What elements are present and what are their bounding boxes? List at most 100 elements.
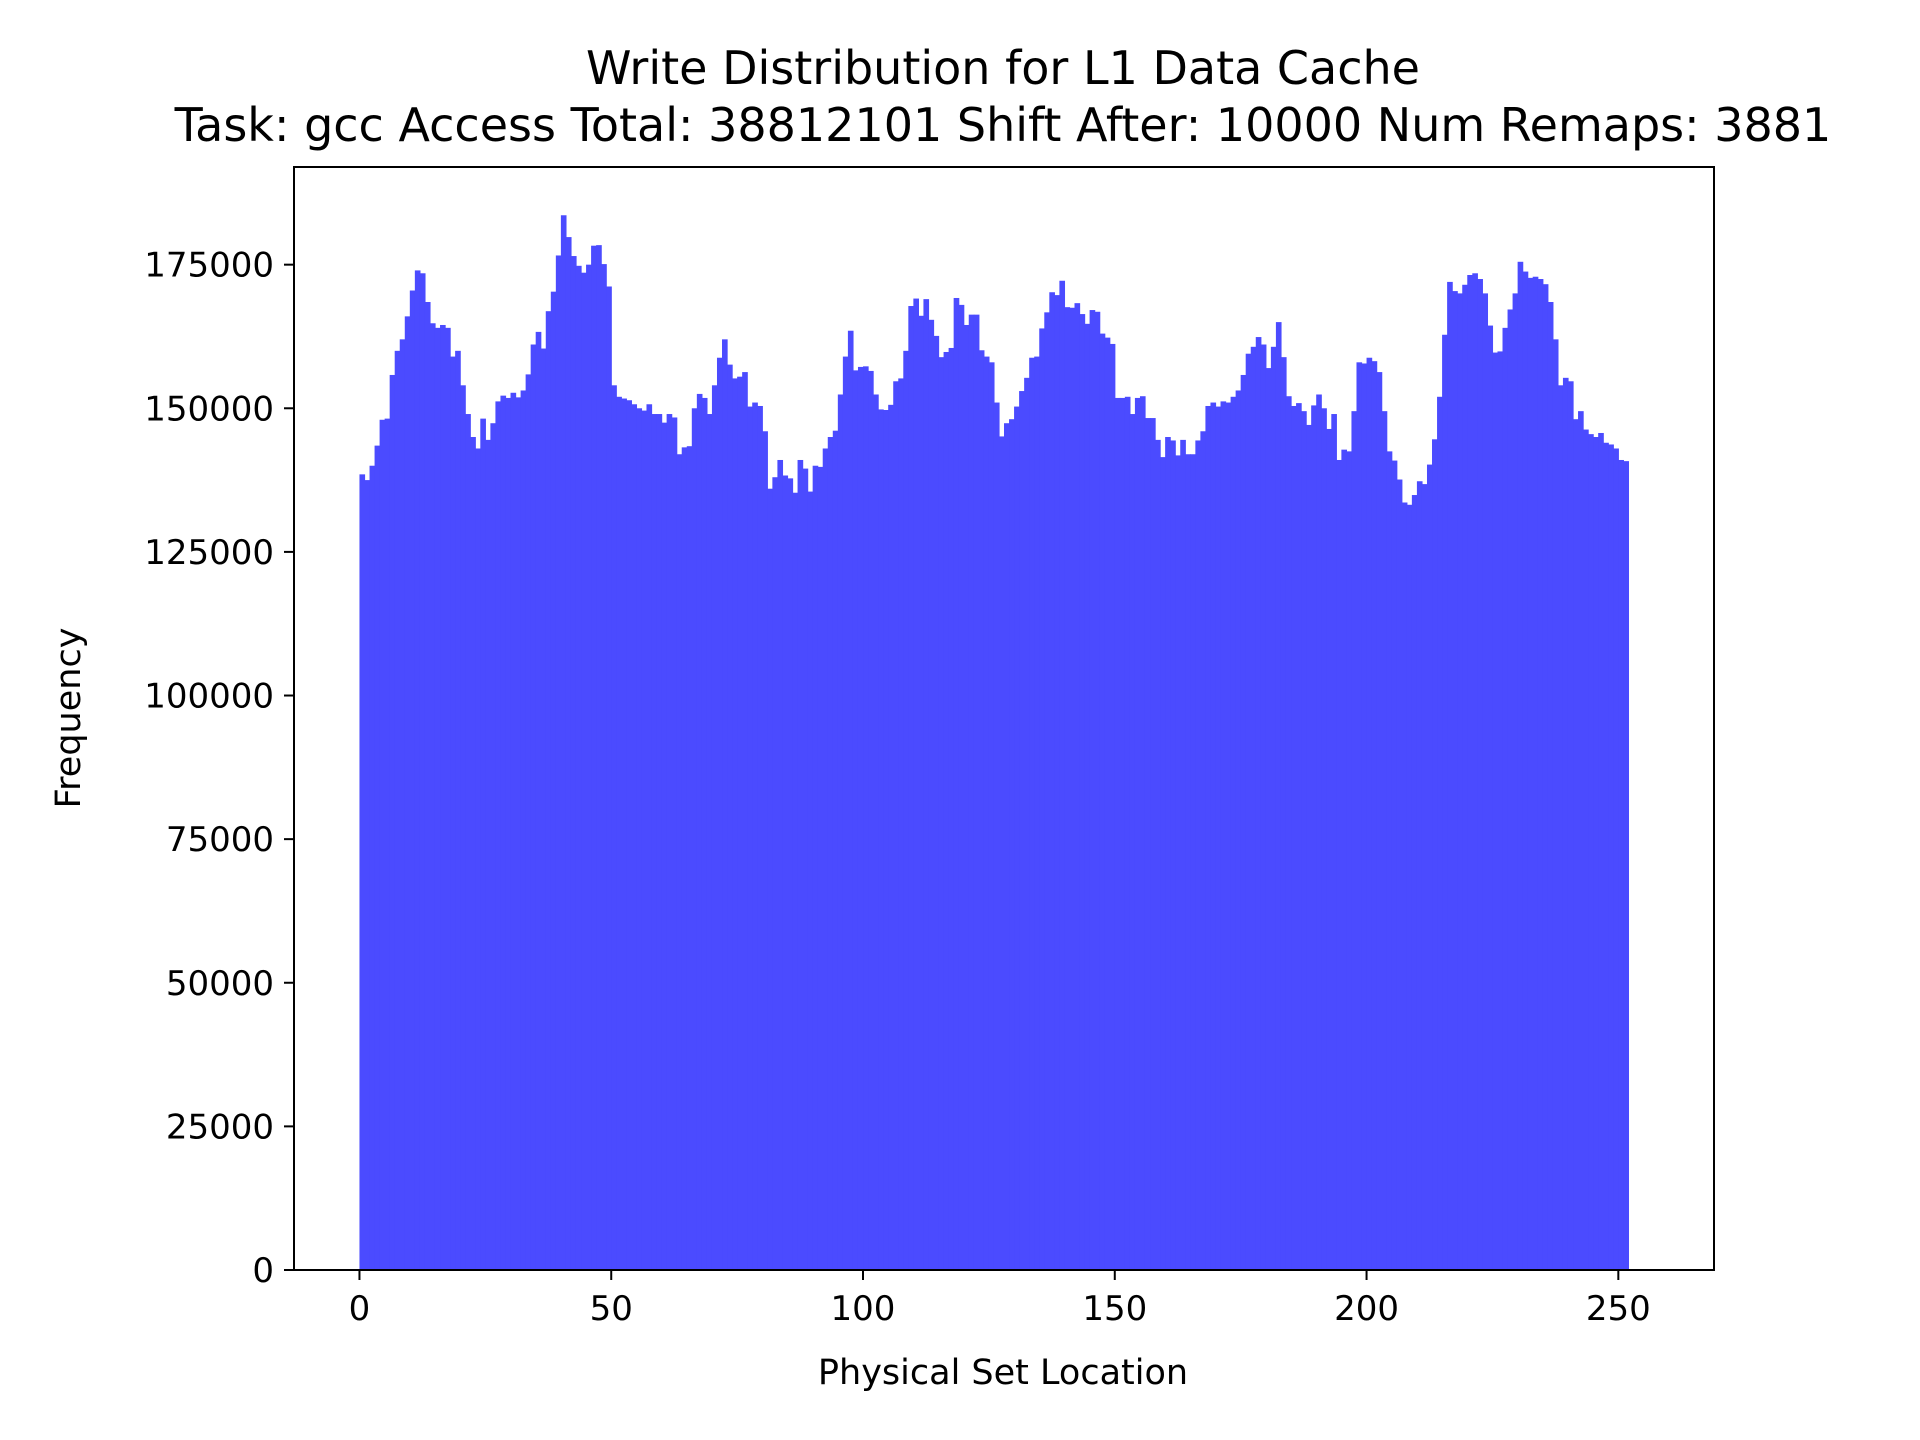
histogram-bar — [1165, 437, 1171, 1270]
histogram-bar — [752, 402, 758, 1270]
histogram-bar — [450, 356, 456, 1271]
x-tick-label: 250 — [1586, 1289, 1651, 1329]
histogram-bar — [1502, 327, 1509, 1271]
histogram-bar — [470, 437, 476, 1270]
histogram-bar — [1064, 307, 1071, 1270]
histogram-bar — [727, 364, 733, 1270]
histogram-bar — [722, 339, 728, 1271]
histogram-bar — [465, 414, 471, 1270]
histogram-bar — [359, 474, 366, 1271]
histogram-bar — [434, 327, 441, 1271]
histogram-bar — [641, 410, 648, 1271]
histogram-bar — [1014, 406, 1020, 1270]
histogram-bar — [1034, 356, 1040, 1271]
histogram-bar — [898, 378, 904, 1270]
histogram-bar — [1567, 381, 1574, 1270]
histogram-bar — [1507, 309, 1514, 1271]
histogram-bar — [1230, 396, 1237, 1270]
histogram-bar — [1552, 339, 1559, 1271]
histogram-bar — [1547, 302, 1554, 1270]
histogram-bar — [1522, 271, 1529, 1270]
histogram-bar — [1225, 402, 1232, 1270]
histogram-bar — [928, 319, 935, 1270]
histogram-bar — [1079, 314, 1086, 1270]
histogram-bar — [1532, 276, 1539, 1271]
histogram-bar — [696, 393, 703, 1270]
histogram-bar — [1185, 454, 1191, 1270]
histogram-bar — [631, 404, 638, 1270]
histogram-bar — [1265, 368, 1272, 1270]
histogram-bar — [1396, 479, 1403, 1270]
histogram-bar — [530, 344, 537, 1270]
histogram-bar — [1044, 312, 1050, 1271]
histogram-bar — [792, 492, 799, 1271]
histogram-bar — [1492, 352, 1499, 1270]
histogram-bar — [1588, 434, 1594, 1270]
histogram-bar — [732, 378, 738, 1270]
histogram-bar — [1401, 502, 1408, 1270]
histogram-bar — [777, 459, 784, 1271]
histogram-bar — [711, 385, 718, 1270]
histogram-bar — [1432, 439, 1438, 1270]
histogram-bar — [983, 356, 990, 1271]
histogram-bar — [1255, 337, 1262, 1270]
histogram-bar — [1462, 284, 1468, 1270]
x-tick-label: 0 — [349, 1289, 371, 1329]
histogram-bar — [1200, 431, 1207, 1270]
histogram-bar — [1104, 337, 1111, 1270]
histogram-bar — [1578, 411, 1584, 1270]
histogram-bar — [404, 316, 411, 1270]
histogram-bar — [1180, 439, 1186, 1270]
histogram-bar — [742, 372, 748, 1271]
y-tick-label: 0 — [252, 1251, 274, 1291]
histogram-bar — [1376, 372, 1383, 1271]
histogram-bar — [1411, 495, 1418, 1270]
histogram-bar — [1160, 457, 1166, 1270]
histogram-bar — [505, 397, 512, 1270]
histogram-bar — [1537, 279, 1544, 1270]
y-tick-label: 175000 — [144, 246, 274, 286]
histogram-bar — [500, 395, 507, 1270]
histogram-bar — [455, 350, 461, 1271]
histogram-bar — [1623, 461, 1629, 1270]
histogram-bar — [1573, 419, 1579, 1270]
y-tick-label: 75000 — [166, 820, 274, 860]
histogram-bar — [480, 418, 486, 1270]
chart-subtitle: Task: gcc Access Total: 38812101 Shift A… — [174, 98, 1832, 152]
histogram-bar — [857, 366, 864, 1270]
y-tick-label: 125000 — [144, 533, 274, 573]
histogram-bar — [1084, 323, 1091, 1271]
histogram-bar — [1426, 464, 1433, 1271]
histogram-bar — [878, 409, 884, 1270]
histogram-bar — [782, 475, 789, 1270]
histogram-bar — [1129, 414, 1136, 1270]
histogram-bar — [1562, 377, 1569, 1271]
histogram-bar — [565, 237, 572, 1271]
histogram-bar — [671, 417, 678, 1271]
histogram-bar — [1296, 403, 1302, 1270]
histogram-bar — [525, 374, 532, 1270]
histogram-bar — [364, 480, 371, 1271]
histogram-bar — [601, 264, 607, 1271]
histogram-bar — [1406, 504, 1413, 1270]
histogram-bar — [1155, 439, 1161, 1270]
histogram-bar — [1109, 343, 1116, 1270]
histogram-bar — [394, 350, 401, 1271]
histogram-bar — [460, 385, 466, 1270]
histogram-bar — [706, 414, 713, 1270]
x-axis-ticks: 0 50 100 150 200 250 — [349, 1270, 1651, 1329]
histogram-bar — [369, 465, 376, 1271]
histogram-bar — [1099, 333, 1106, 1271]
histogram-bar — [1356, 362, 1363, 1270]
x-tick-label: 100 — [831, 1289, 896, 1329]
histogram-bar — [918, 315, 925, 1270]
histogram-bar — [1094, 311, 1101, 1270]
histogram-bar — [797, 459, 804, 1271]
histogram-bar — [485, 439, 491, 1270]
histogram-bar — [943, 351, 950, 1271]
histogram-bar — [1039, 328, 1045, 1270]
histogram-bar — [1497, 351, 1504, 1270]
histogram-bar — [938, 357, 945, 1270]
histogram-bar — [852, 370, 859, 1270]
